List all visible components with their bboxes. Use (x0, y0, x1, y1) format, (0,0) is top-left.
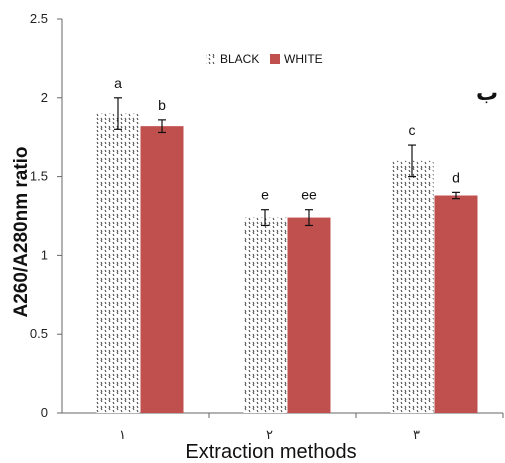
significance-label: c (409, 122, 416, 138)
y-tick-label: 0 (41, 405, 48, 420)
bar-black (390, 160, 434, 413)
bar-white (434, 195, 478, 413)
legend-label-white: WHITE (284, 52, 323, 66)
x-tick-label: ٢ (266, 428, 273, 443)
y-tick-label: 2 (41, 90, 48, 105)
significance-label: b (158, 97, 166, 113)
legend-swatch-black (206, 54, 216, 64)
y-tick-label: 1 (41, 247, 48, 262)
y-tick-label: 0.5 (30, 326, 48, 341)
significance-label: a (114, 75, 122, 91)
x-axis-title: Extraction methods (185, 441, 356, 463)
significance-label: d (452, 169, 460, 185)
bar-black (96, 113, 140, 413)
legend: BLACK WHITE (206, 52, 323, 66)
legend-swatch-white (270, 54, 280, 64)
significance-label: ee (301, 187, 317, 203)
legend-label-black: BLACK (220, 52, 259, 66)
y-tick-label: 2.5 (30, 11, 48, 26)
y-axis-title: A260/A280nm ratio (11, 146, 32, 317)
significance-label: e (261, 187, 269, 203)
bar-white (140, 126, 184, 413)
bar-black (243, 217, 287, 413)
panel-letter: ب (476, 81, 498, 106)
y-tick-label: 1.5 (30, 169, 48, 184)
x-tick-label: ١ (119, 428, 126, 443)
bar-white (287, 217, 331, 413)
x-tick-label: ٣ (413, 428, 420, 443)
